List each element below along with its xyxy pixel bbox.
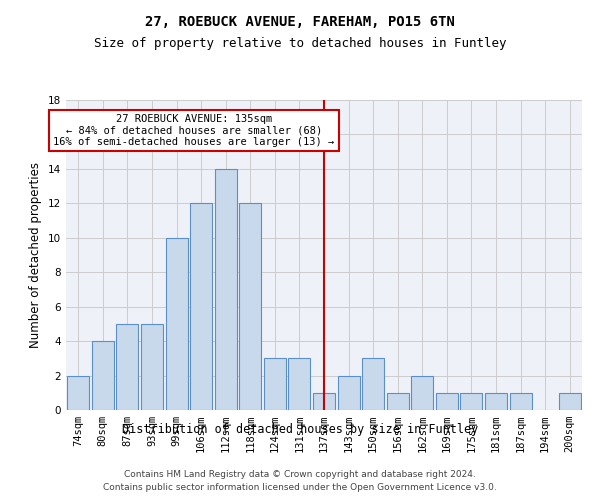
Text: Distribution of detached houses by size in Funtley: Distribution of detached houses by size … (122, 422, 478, 436)
Bar (509, 393, 532, 410)
Bar (67, 376, 89, 410)
Bar (215, 169, 237, 410)
Bar (166, 238, 188, 410)
Bar (289, 358, 310, 410)
Bar (485, 393, 507, 410)
Bar (141, 324, 163, 410)
Bar (264, 358, 286, 410)
Bar (239, 204, 262, 410)
Text: 27, ROEBUCK AVENUE, FAREHAM, PO15 6TN: 27, ROEBUCK AVENUE, FAREHAM, PO15 6TN (145, 15, 455, 29)
Bar (362, 358, 384, 410)
Text: 27 ROEBUCK AVENUE: 135sqm
← 84% of detached houses are smaller (68)
16% of semi-: 27 ROEBUCK AVENUE: 135sqm ← 84% of detac… (53, 114, 334, 147)
Bar (338, 376, 359, 410)
Bar (92, 341, 114, 410)
Bar (313, 393, 335, 410)
Bar (460, 393, 482, 410)
Y-axis label: Number of detached properties: Number of detached properties (29, 162, 43, 348)
Bar (386, 393, 409, 410)
Bar (411, 376, 433, 410)
Bar (436, 393, 458, 410)
Text: Contains public sector information licensed under the Open Government Licence v3: Contains public sector information licen… (103, 482, 497, 492)
Bar (190, 204, 212, 410)
Bar (559, 393, 581, 410)
Bar (116, 324, 139, 410)
Text: Contains HM Land Registry data © Crown copyright and database right 2024.: Contains HM Land Registry data © Crown c… (124, 470, 476, 479)
Text: Size of property relative to detached houses in Funtley: Size of property relative to detached ho… (94, 38, 506, 51)
